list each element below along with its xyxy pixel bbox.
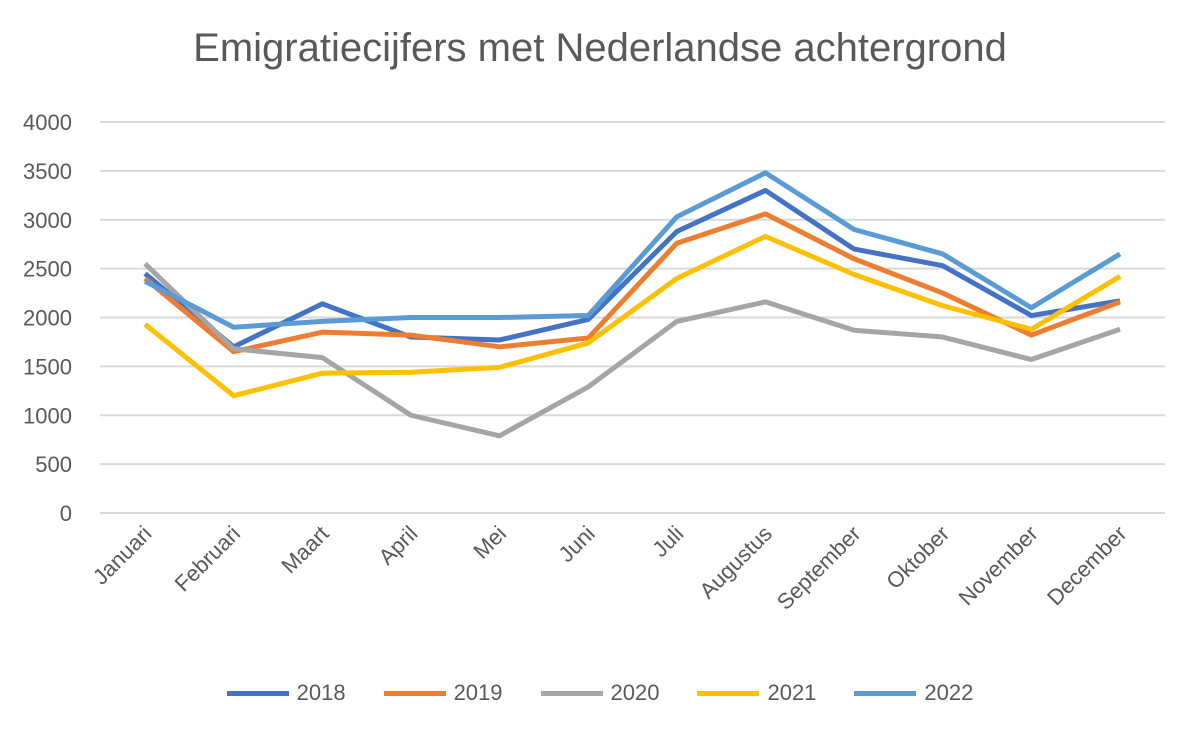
legend-item-2022: 2022	[854, 680, 973, 706]
legend-item-2021: 2021	[697, 680, 816, 706]
series-line-2018	[143, 187, 1121, 350]
x-tick-label: Februari	[170, 521, 246, 597]
legend-label: 2021	[767, 680, 817, 705]
legend-item-2020: 2020	[540, 680, 660, 706]
legend-swatch	[383, 690, 446, 696]
y-tick-label: 2000	[23, 306, 72, 331]
y-tick-label: 1500	[23, 354, 72, 379]
legend-item-2018: 2018	[226, 680, 346, 706]
y-tick-label: 3500	[23, 159, 72, 184]
x-tick-label: April	[374, 521, 423, 570]
legend-swatch	[226, 690, 289, 696]
legend-label: 2019	[453, 680, 503, 705]
chart-title: Emigratiecijfers met Nederlandse achterg…	[193, 26, 1007, 70]
x-tick-label: September	[772, 521, 866, 615]
x-tick-label: Mei	[468, 521, 511, 564]
x-tick-label: Augustus	[694, 521, 777, 604]
x-tick-label: Oktober	[881, 521, 954, 594]
y-tick-label: 500	[35, 452, 72, 477]
y-tick-label: 1000	[23, 403, 72, 428]
legend-swatch	[854, 690, 917, 696]
y-tick-label: 2500	[23, 257, 72, 282]
series-line-2021	[143, 233, 1122, 399]
x-tick-label: Maart	[276, 521, 333, 578]
x-tick-label: December	[1042, 521, 1131, 610]
x-tick-label: Juli	[647, 521, 688, 562]
x-tick-label: November	[953, 521, 1042, 610]
legend-swatch	[540, 690, 603, 696]
x-tick-label: Juni	[554, 521, 600, 567]
legend-label: 2018	[296, 680, 346, 705]
y-tick-label: 0	[60, 501, 72, 526]
series-line-2020	[143, 261, 1121, 439]
y-tick-label: 3000	[23, 208, 72, 233]
x-tick-label: Januari	[88, 521, 157, 590]
legend-label: 2022	[924, 680, 974, 705]
legend-item-2019: 2019	[383, 680, 503, 706]
legend-swatch	[697, 690, 760, 696]
legend-label: 2020	[610, 680, 660, 705]
y-tick-label: 4000	[23, 110, 72, 135]
series-line-2019	[143, 211, 1121, 355]
legend: 2018 2019 2020 2021 2022	[0, 680, 1200, 706]
series-line-2022	[143, 170, 1122, 330]
